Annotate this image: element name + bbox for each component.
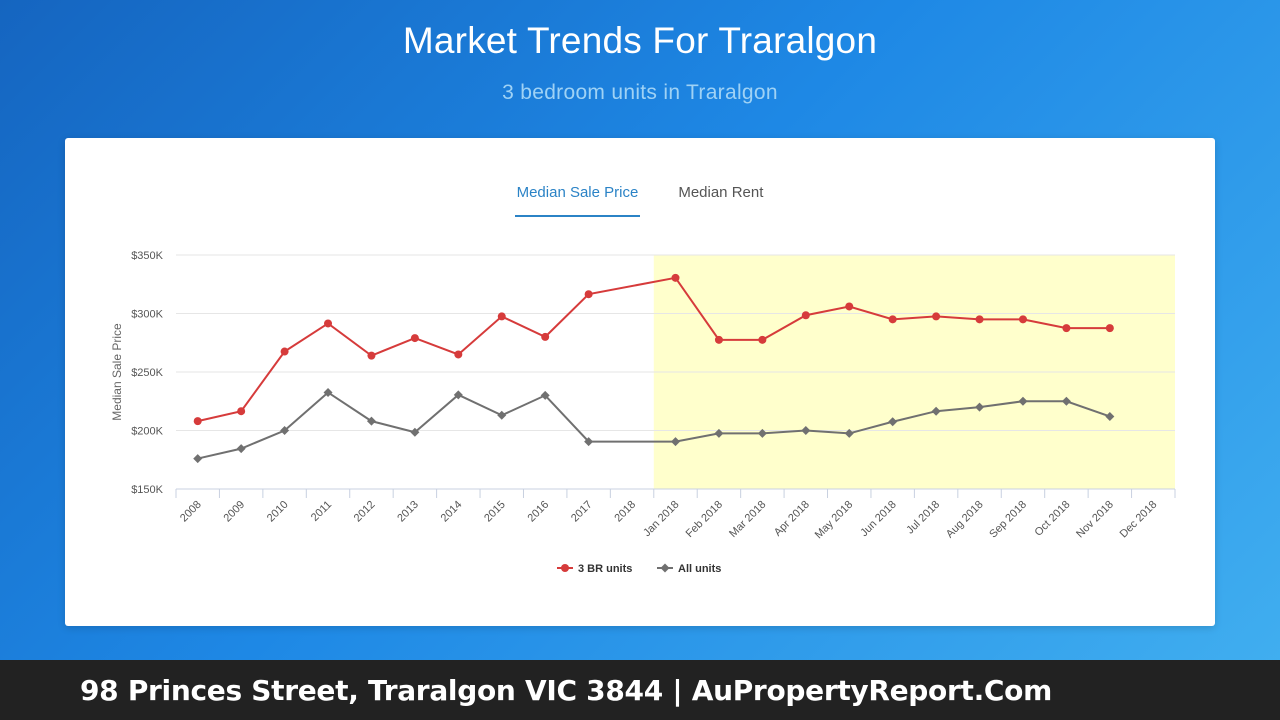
x-tick-label: 2018 [612,499,638,525]
legend-label: 3 BR units [578,563,632,575]
data-point [845,302,854,311]
data-point [1105,411,1115,421]
data-point [540,390,550,400]
data-point [714,335,723,344]
y-tick-label: $300K [131,309,163,321]
x-tick-label: Jan 2018 [641,499,681,539]
data-point [236,444,246,454]
x-tick-label: Jun 2018 [858,499,898,539]
x-tick-label: 2014 [439,499,465,525]
page-subtitle: 3 bedroom units in Traralgon [502,81,778,104]
data-point [931,406,941,416]
data-point [888,315,897,324]
data-point [497,312,506,321]
x-tick-label: May 2018 [813,499,856,542]
legend-marker [561,564,569,572]
data-point [1018,396,1028,406]
data-point [280,347,289,356]
data-point [541,332,550,341]
x-tick-label: Sep 2018 [987,499,1029,541]
data-point [801,426,811,435]
data-point [714,428,724,438]
tab-median-rent[interactable]: Median Rent [678,184,764,201]
x-tick-label: 2010 [265,499,291,525]
data-point [888,417,898,427]
y-tick-label: $150K [131,484,163,496]
data-point [671,437,680,447]
data-point [932,312,941,321]
x-tick-label: Mar 2018 [727,499,768,540]
x-tick-label: 2015 [482,499,508,525]
data-point [671,273,680,282]
chart-tabs: Median Sale Price Median Rent [65,182,1215,217]
data-point [584,290,593,299]
x-tick-label: 2008 [178,499,204,525]
x-tick-label: Feb 2018 [684,499,725,540]
data-point [801,311,810,320]
footer-bar: 98 Princes Street, Traralgon VIC 3844 | … [0,660,1280,720]
data-point [1062,324,1071,333]
data-point [237,407,246,416]
x-tick-label: Oct 2018 [1032,499,1072,539]
data-point [367,351,376,360]
y-tick-label: $250K [131,367,163,379]
data-point [323,387,333,397]
data-point [193,454,203,464]
x-tick-label: 2013 [395,499,421,525]
data-point [1061,396,1071,406]
x-tick-label: 2012 [352,499,378,525]
data-point [757,428,767,438]
x-tick-label: 2011 [309,499,334,524]
x-tick-label: Aug 2018 [944,499,986,541]
data-point [193,417,202,426]
data-point [280,426,290,435]
data-point [1018,315,1027,324]
tab-median-sale-price[interactable]: Median Sale Price [514,182,641,217]
data-point [454,350,463,359]
data-point [844,428,854,438]
data-point [975,402,985,412]
x-tick-label: 2016 [526,499,552,525]
x-tick-label: 2009 [221,499,247,525]
data-point [975,315,984,324]
data-point [584,437,594,447]
data-point [410,427,420,437]
y-tick-label: $350K [131,250,163,262]
page-title: Market Trends For Traralgon [402,20,878,61]
y-axis-title: Median Sale Price [110,323,124,421]
data-point [758,335,767,344]
line-chart: $150K $200K $250K $300K $350K 2008 2009 2010 201… [110,250,1176,575]
x-tick-label: Apr 2018 [772,499,812,539]
data-point [497,410,507,420]
legend-marker [660,563,670,573]
x-tick-label: Dec 2018 [1118,499,1160,541]
data-point [410,334,419,343]
chart-card: Median Sale Price Median Rent $150K $200K… [65,138,1215,626]
data-point [453,390,463,400]
x-tick-label: Nov 2018 [1074,499,1116,541]
footer-address: 98 Princes Street, Traralgon VIC 3844 | … [80,674,1052,707]
y-tick-label: $200K [131,426,163,438]
x-tick-label: Jul 2018 [904,499,942,537]
legend-label: All units [678,563,721,575]
data-point [366,416,376,426]
x-tick-label: 2017 [569,499,595,525]
data-point [324,319,333,328]
data-point [1105,324,1114,333]
